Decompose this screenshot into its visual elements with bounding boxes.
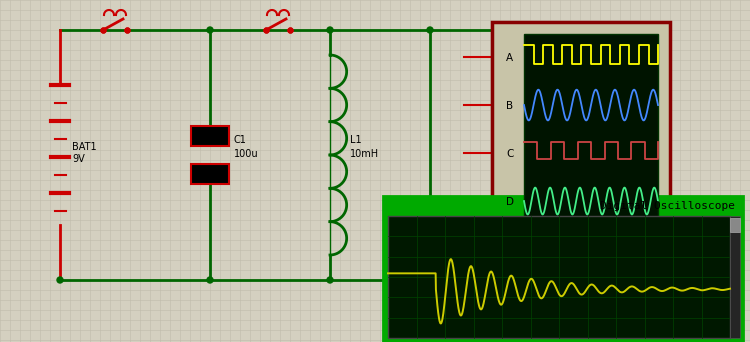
Circle shape xyxy=(207,277,213,283)
Circle shape xyxy=(427,277,433,283)
Circle shape xyxy=(57,277,63,283)
Bar xyxy=(730,216,740,338)
Bar xyxy=(383,196,743,342)
Text: C1: C1 xyxy=(234,135,247,145)
Bar xyxy=(191,164,229,184)
Bar xyxy=(191,126,229,146)
Text: 100u: 100u xyxy=(234,149,259,159)
Text: A: A xyxy=(506,53,513,63)
Text: D: D xyxy=(506,197,514,207)
Text: BAT1: BAT1 xyxy=(72,142,97,152)
Circle shape xyxy=(207,27,213,33)
Circle shape xyxy=(327,27,333,33)
Text: 9V: 9V xyxy=(72,154,85,164)
Circle shape xyxy=(427,27,433,33)
Bar xyxy=(730,218,740,232)
Text: L1: L1 xyxy=(350,135,361,145)
Bar xyxy=(524,34,658,226)
Bar xyxy=(388,216,730,338)
Text: 10mH: 10mH xyxy=(350,149,379,159)
Text: B: B xyxy=(506,101,513,111)
Text: Digital Oscilloscope: Digital Oscilloscope xyxy=(600,201,735,211)
Text: C: C xyxy=(506,149,513,159)
Bar xyxy=(492,22,670,238)
Circle shape xyxy=(327,277,333,283)
